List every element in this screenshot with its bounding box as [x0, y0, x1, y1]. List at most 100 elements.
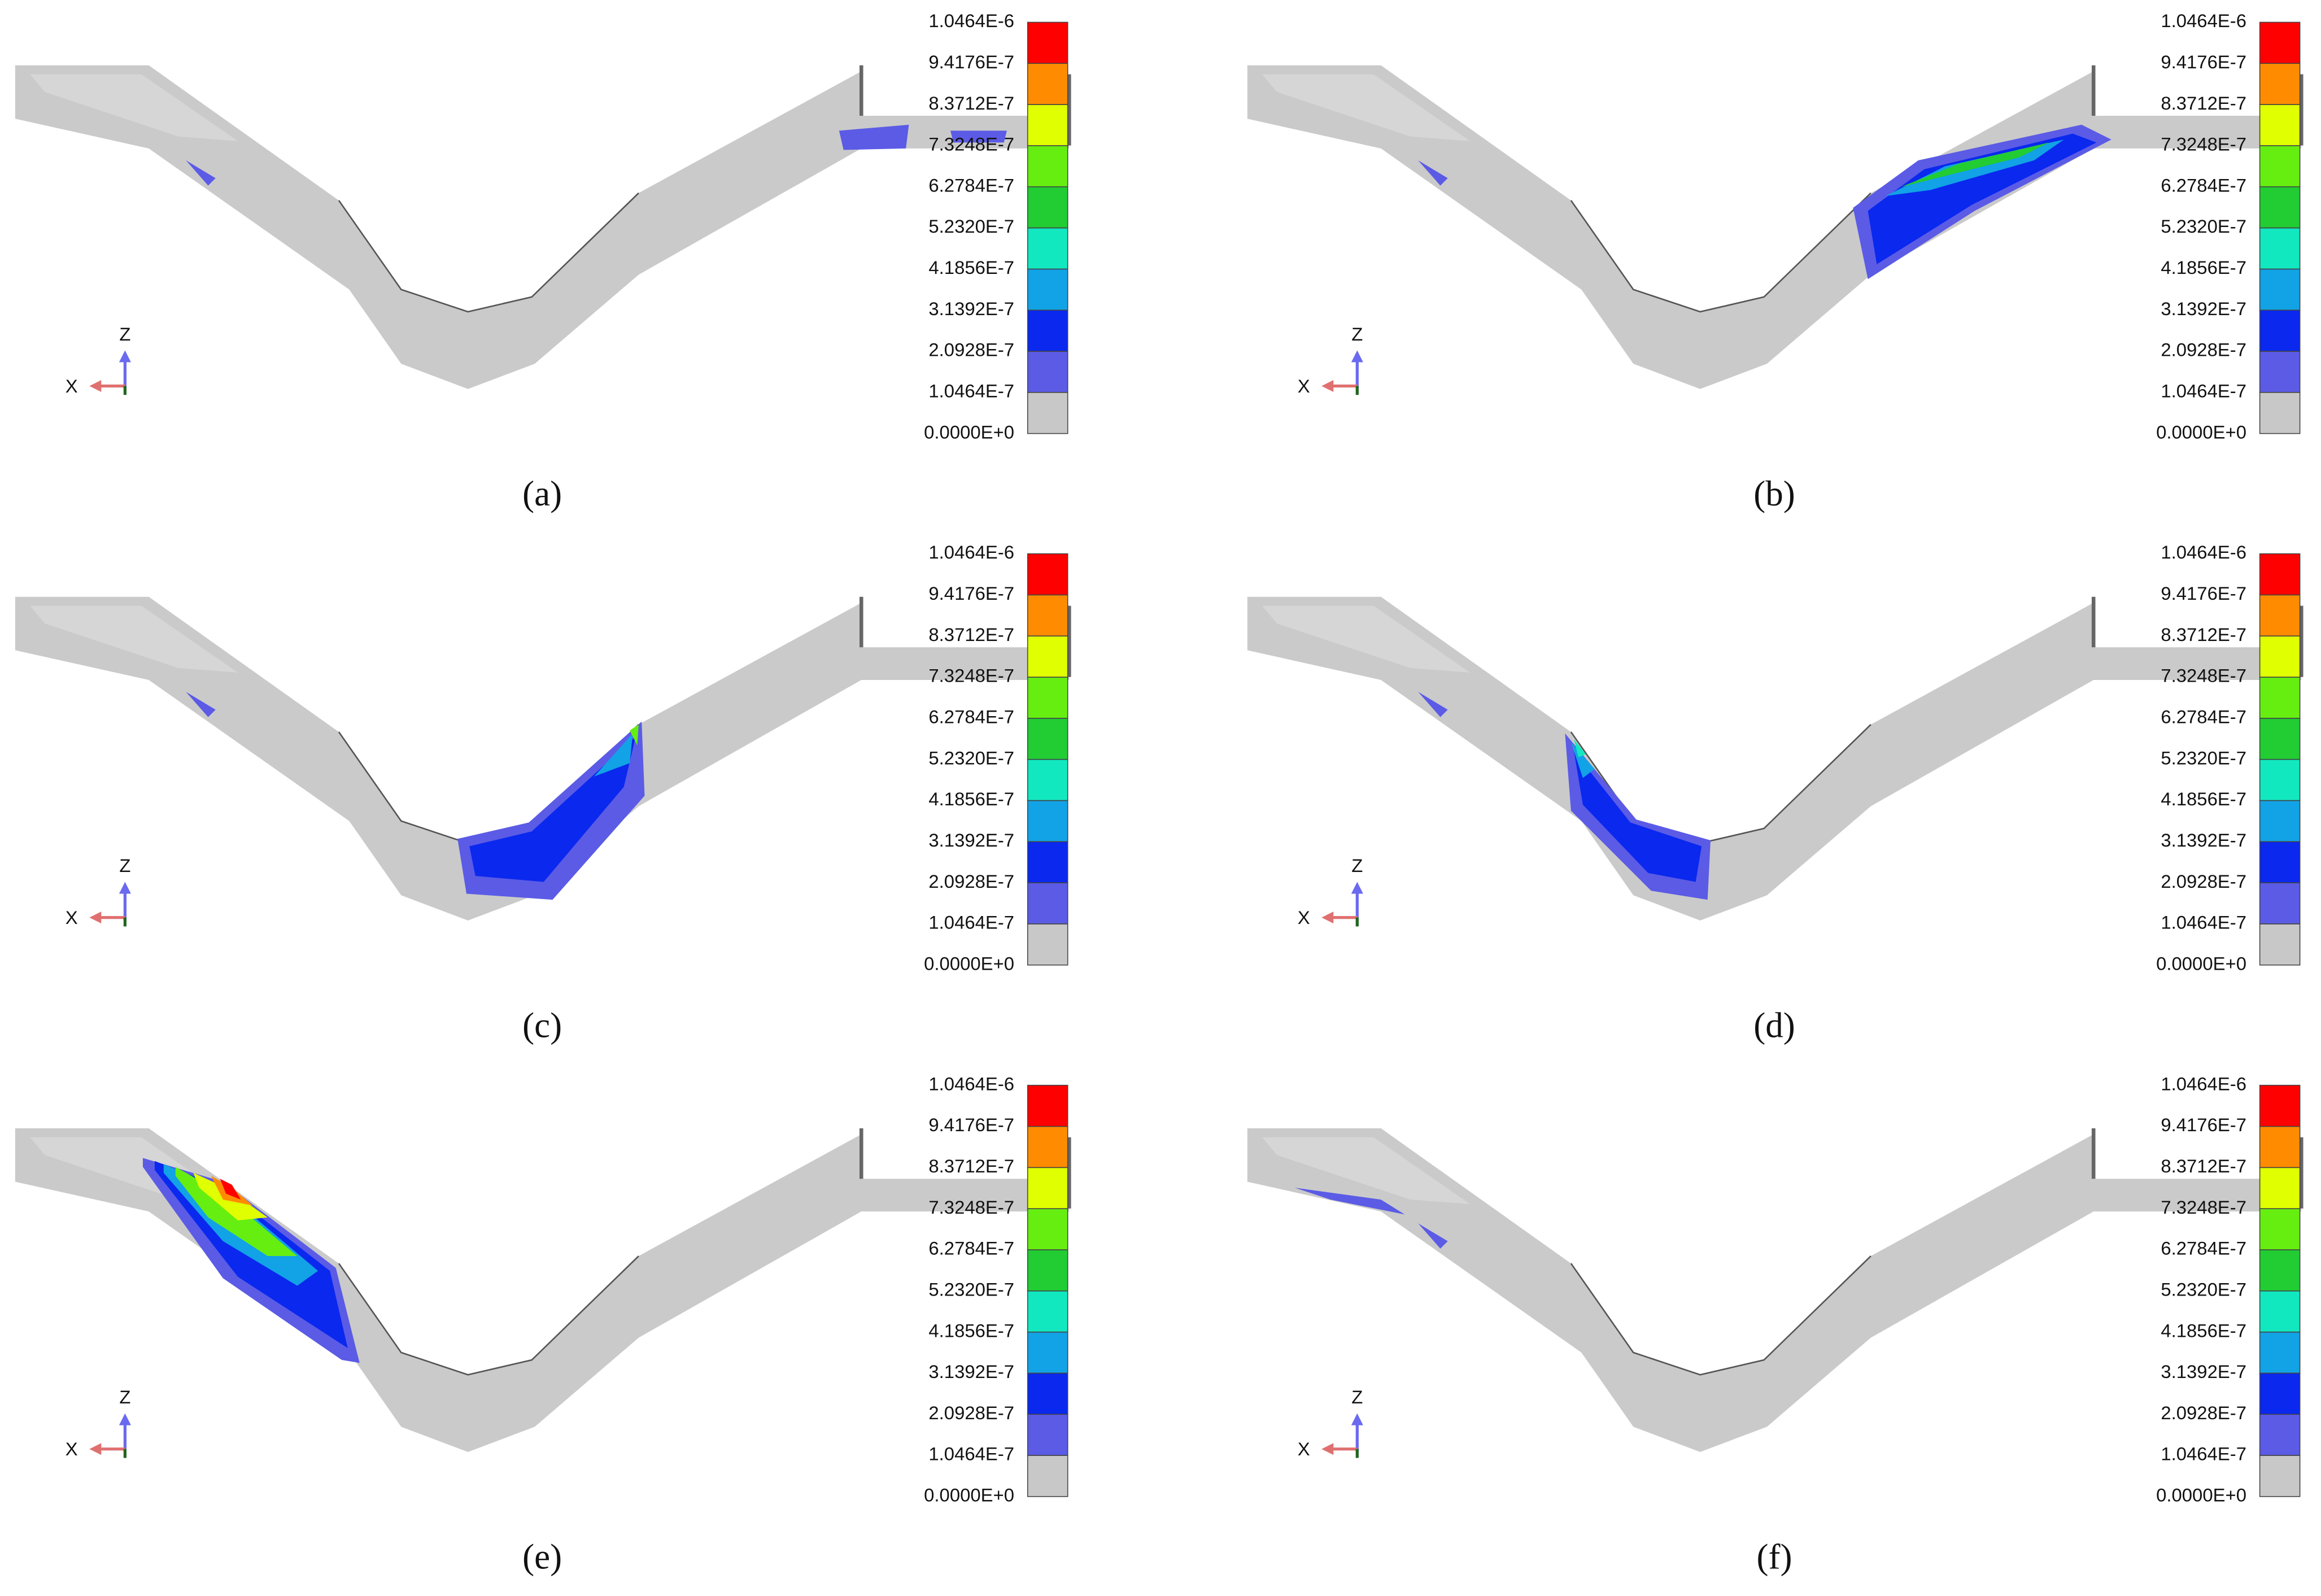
colorbar-label: 8.3712E-7	[928, 1155, 1014, 1176]
axis-x: X	[66, 907, 78, 928]
colorbar-box	[1027, 1167, 1068, 1209]
colorbar-box	[1027, 186, 1068, 229]
contour	[469, 736, 636, 882]
axis-x: X	[1298, 907, 1310, 928]
colorbar-label: 1.0464E-6	[2161, 542, 2246, 562]
colorbar-box	[1027, 1372, 1068, 1415]
colorbar-label: 1.0464E-6	[928, 10, 1014, 31]
channel-shade	[30, 74, 238, 141]
colorbar-label: 3.1392E-7	[928, 1361, 1014, 1382]
axis-z: Z	[119, 324, 130, 345]
channel	[1247, 1128, 2302, 1453]
panel-label: (f)	[1757, 1537, 1792, 1576]
colorbar-label: 0.0000E+0	[2156, 1485, 2246, 1506]
contour	[1900, 142, 2049, 187]
colorbar-box	[2259, 800, 2301, 843]
x-head	[89, 912, 102, 924]
colorbar-label: 0.0000E+0	[2156, 421, 2246, 442]
z-head	[1351, 882, 1363, 894]
colorbar-label: 1.0464E-7	[928, 912, 1014, 933]
axis-z: Z	[1351, 1386, 1363, 1407]
colorbar-label: 1.0464E-6	[928, 1073, 1014, 1094]
colorbar-label: 8.3712E-7	[928, 624, 1014, 645]
panel-label: (b)	[1753, 474, 1795, 513]
colorbar-label: 3.1392E-7	[2161, 298, 2246, 319]
colorbar-box	[1027, 1126, 1068, 1168]
panel-label: (c)	[522, 1005, 562, 1045]
colorbar-label: 9.4176E-7	[2161, 51, 2246, 72]
channel-shade	[1262, 74, 1471, 141]
colorbar-box	[1027, 841, 1068, 883]
contour	[1418, 692, 1448, 717]
axis-z: Z	[1351, 324, 1363, 345]
colorbar-box	[2259, 21, 2301, 64]
colorbar-box	[2259, 63, 2301, 105]
contour	[630, 724, 639, 745]
colorbar-box	[2259, 1455, 2301, 1497]
colorbar-label: 0.0000E+0	[924, 1485, 1014, 1506]
channel	[15, 1128, 1070, 1453]
colorbar-label: 2.0928E-7	[928, 1402, 1014, 1423]
colorbar-box	[2259, 635, 2301, 678]
colorbar-box	[2259, 594, 2301, 636]
colorbar-label: 0.0000E+0	[924, 953, 1014, 974]
colorbar-box	[2259, 1167, 2301, 1209]
colorbar-box	[1027, 635, 1068, 678]
colorbar-box	[1027, 1414, 1068, 1456]
colorbar-box	[1027, 227, 1068, 270]
colorbar-label: 1.0464E-7	[2161, 912, 2246, 933]
channel	[1247, 596, 2302, 921]
colorbar-label: 3.1392E-7	[928, 830, 1014, 851]
contour	[1418, 1223, 1448, 1249]
colorbar-box	[2259, 351, 2301, 393]
colorbar-box	[1027, 677, 1068, 719]
channel-shade	[1262, 605, 1471, 673]
x-head	[1321, 380, 1334, 393]
colorbar-label: 1.0464E-6	[928, 542, 1014, 562]
axis-z: Z	[119, 855, 130, 876]
colorbar-box	[2259, 1290, 2301, 1333]
colorbar-box	[2259, 1249, 2301, 1292]
colorbar-box	[2259, 758, 2301, 801]
colorbar-label: 9.4176E-7	[2161, 583, 2246, 604]
contour	[950, 130, 1007, 143]
colorbar-box	[1027, 1455, 1068, 1497]
colorbar-box	[2259, 1372, 2301, 1415]
colorbar-box	[1027, 21, 1068, 64]
colorbar-label: 4.1856E-7	[928, 1320, 1014, 1341]
colorbar-label: 1.0464E-6	[2161, 1073, 2246, 1094]
colorbar-label: 9.4176E-7	[928, 1114, 1014, 1135]
colorbar-box	[1027, 1249, 1068, 1292]
axis-x: X	[66, 1438, 78, 1459]
panel: 0.0000E+0 1.0464E-7 2.0928E-7 3.1392E-7 4.18…	[15, 10, 1071, 513]
colorbar-box	[2259, 923, 2301, 966]
colorbar-box	[2259, 392, 2301, 434]
colorbar-box	[2259, 186, 2301, 229]
colorbar-box	[1027, 882, 1068, 925]
colorbar-label: 4.1856E-7	[2161, 1320, 2246, 1341]
panel: 0.0000E+0 1.0464E-7 2.0928E-7 3.1392E-7 4.18…	[15, 1073, 1071, 1576]
colorbar-label: 7.3248E-7	[928, 665, 1014, 686]
colorbar-label: 8.3712E-7	[2161, 624, 2246, 645]
colorbar-box	[2259, 227, 2301, 270]
panel-label: (e)	[522, 1537, 562, 1576]
colorbar-label: 5.2320E-7	[928, 747, 1014, 768]
colorbar-label: 2.0928E-7	[2161, 339, 2246, 360]
channel-edge	[1570, 192, 1871, 313]
panel: 0.0000E+0 1.0464E-7 2.0928E-7 3.1392E-7 4.18…	[1247, 1073, 2303, 1576]
axis-x: X	[1298, 376, 1310, 396]
channel	[15, 596, 1070, 921]
colorbar-box	[1027, 309, 1068, 352]
colorbar-box	[1027, 1208, 1068, 1250]
colorbar-label: 7.3248E-7	[2161, 665, 2246, 686]
colorbar-box	[2259, 1126, 2301, 1168]
colorbar-box	[1027, 594, 1068, 636]
x-head	[1321, 912, 1334, 924]
colorbar-label: 9.4176E-7	[928, 51, 1014, 72]
colorbar-label: 5.2320E-7	[2161, 747, 2246, 768]
colorbar-box	[1027, 145, 1068, 187]
colorbar-box	[2259, 104, 2301, 146]
channel	[15, 65, 1070, 389]
x-head	[89, 380, 102, 393]
panel-label: (d)	[1753, 1005, 1795, 1045]
